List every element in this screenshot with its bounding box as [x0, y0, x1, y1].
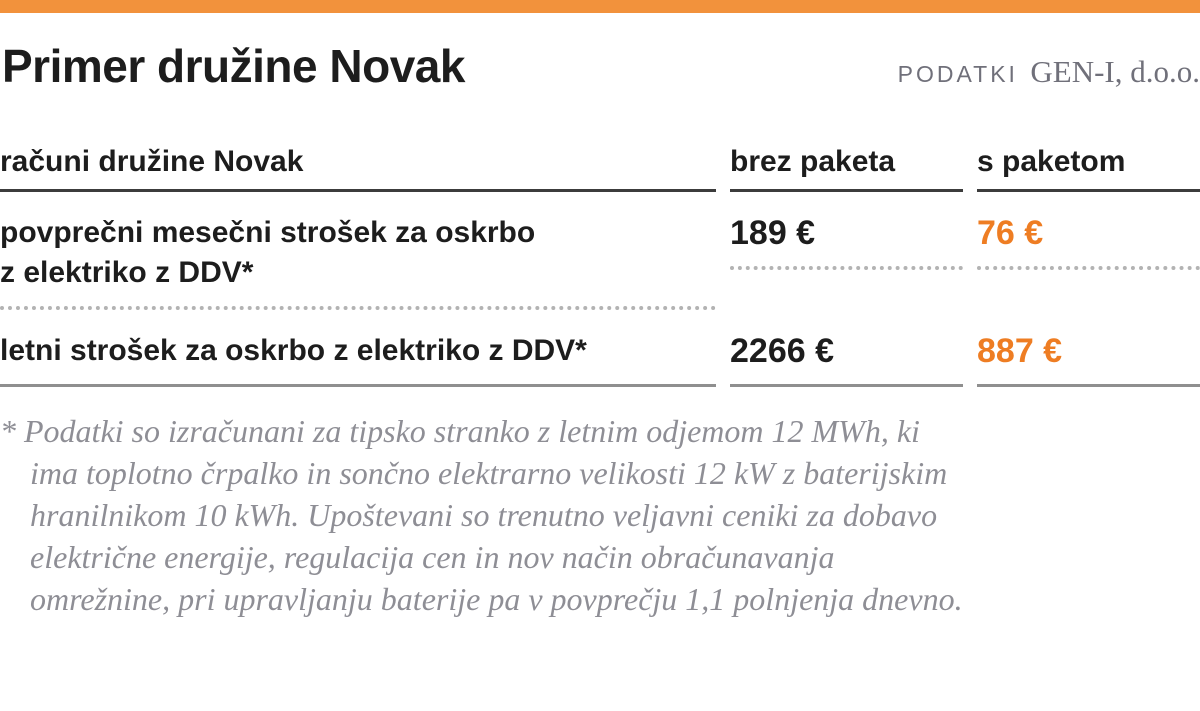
masthead: Primer družine Novak PODATKI GEN-I, d.o.…	[0, 13, 1200, 93]
footnote-line: * Podatki so izračunani za tipsko strank…	[0, 412, 920, 449]
column-header-accounts: računi družine Novak	[0, 145, 716, 192]
footnote-line: ima toplotno črpalko in sončno elektrarn…	[30, 454, 948, 491]
footnote-line: hranilnikom 10 kWh. Upoštevani so trenut…	[30, 496, 938, 533]
methodology-footnote: * Podatki so izračunani za tipsko strank…	[0, 410, 1200, 620]
cost-comparison-table: računi družine Novak brez paketa s paket…	[0, 145, 1200, 387]
credit-source-name: GEN-I, d.o.o.	[1030, 54, 1200, 89]
value-yearly-without-package: 2266 €	[730, 310, 963, 387]
row-label-line: letni strošek za oskrbo z elektriko z DD…	[0, 333, 587, 367]
value-yearly-with-package: 887 €	[977, 310, 1200, 387]
table-header-row: računi družine Novak brez paketa s paket…	[0, 145, 1200, 192]
accent-top-bar	[0, 0, 1200, 13]
footnote-line: električne energije, regulacija cen in n…	[30, 538, 835, 575]
data-source-credit: PODATKI GEN-I, d.o.o.	[898, 54, 1200, 90]
table-row-monthly-cost: povprečni mesečni strošek za oskrbo z el…	[0, 192, 1200, 310]
column-header-with-package: s paketom	[977, 145, 1200, 192]
row-label-line: z elektriko z DDV*	[0, 255, 254, 289]
table-row-yearly-cost: letni strošek za oskrbo z elektriko z DD…	[0, 310, 1200, 387]
column-header-without-package: brez paketa	[730, 145, 963, 192]
row-label-monthly-cost: povprečni mesečni strošek za oskrbo z el…	[0, 192, 716, 310]
footnote-line: omrežnine, pri upravljanju baterije pa v…	[30, 580, 963, 617]
credit-label: PODATKI	[897, 61, 1018, 87]
value-monthly-with-package: 76 €	[977, 192, 1200, 270]
page-title: Primer družine Novak	[2, 40, 465, 92]
value-monthly-without-package: 189 €	[730, 192, 963, 270]
row-label-yearly-cost: letni strošek za oskrbo z elektriko z DD…	[0, 310, 716, 387]
row-label-line: povprečni mesečni strošek za oskrbo	[0, 215, 536, 249]
